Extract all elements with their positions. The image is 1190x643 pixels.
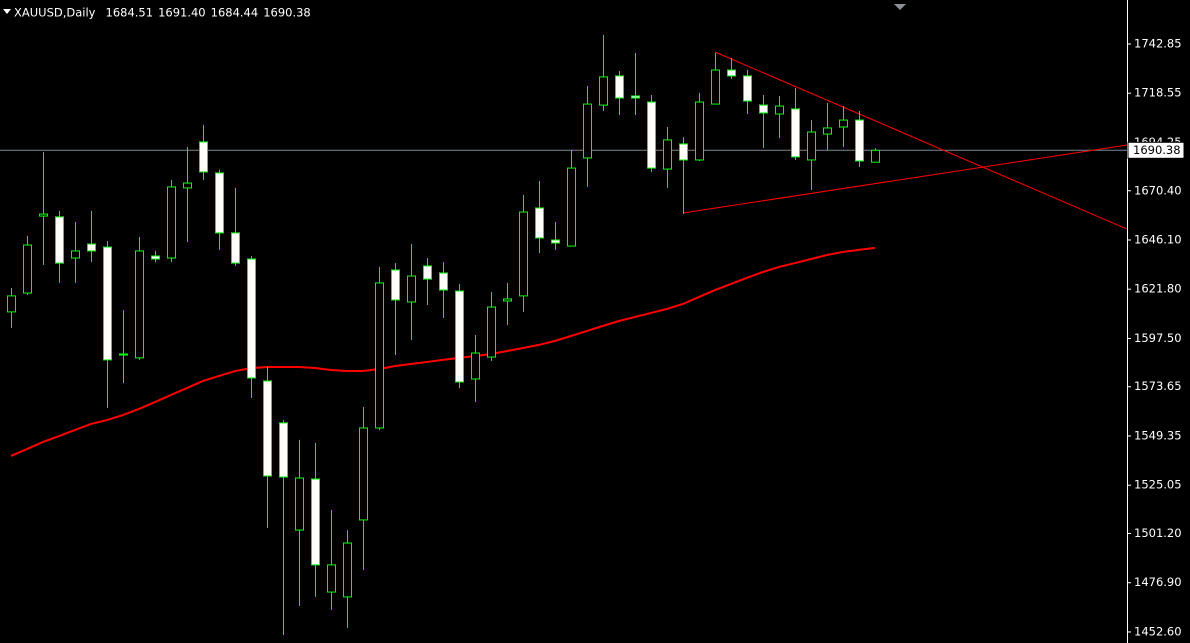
y-tick-label: 1549.35 [1134,428,1182,442]
candle-body [551,239,560,244]
ohlc-value: 1690.38 [263,6,311,20]
candle-body [823,127,832,135]
candle-body [695,101,704,161]
current-price-label: 1690.38 [1133,143,1181,157]
candle-body [343,542,352,598]
candle-body [135,250,144,359]
candle-body [55,216,64,264]
candle-body [215,172,224,234]
ohlc-value: 1691.40 [158,6,206,20]
plot-layer [7,34,1128,635]
current-price-box [1127,141,1185,159]
candle-body [839,119,848,128]
axis-layer: 1742.851718.551694.251670.401646.101621.… [1127,36,1185,638]
shift-marker[interactable] [894,4,906,10]
candle-body [407,275,416,303]
candle-body [455,290,464,383]
candle-body [679,143,688,161]
candle-body [103,246,112,361]
candle-body [247,258,256,379]
y-tick-label: 1573.65 [1134,379,1182,393]
candle-body [519,211,528,297]
candle-body [871,149,880,163]
candle-body [263,380,272,477]
candle-body [567,167,576,247]
candle-body [23,244,32,294]
candle-body [855,119,864,162]
moving-average [10,246,876,457]
candle-body [807,131,816,161]
header: XAUUSD,Daily 1684.51 1691.40 1684.44 1690.38 [14,6,311,20]
candle-body [423,265,432,280]
candle-body [87,243,96,252]
menu-arrow[interactable] [3,9,11,14]
y-tick-label: 1621.80 [1134,282,1182,296]
candle-body [279,422,288,478]
candle-body [439,272,448,291]
y-tick-label: 1476.90 [1134,575,1182,589]
candle-body [311,478,320,566]
y-tick-label: 1501.20 [1134,526,1182,540]
candle-body [295,477,304,531]
candle-body [631,95,640,99]
y-tick-label: 1646.10 [1134,232,1182,246]
candle-body [503,298,512,302]
candle-body [583,103,592,159]
ohlc-value: 1684.44 [211,6,259,20]
candle-body [119,353,128,356]
y-tick-label: 1742.85 [1134,36,1182,50]
candle-body [7,295,16,313]
y-tick-label: 1670.40 [1134,183,1182,197]
candle-body [71,250,80,259]
candle-body [199,141,208,173]
y-tick-label: 1525.05 [1134,478,1182,492]
candle-body [535,207,544,239]
y-tick-label: 1452.60 [1134,624,1182,638]
candle-body [615,75,624,99]
candle-body [359,427,368,521]
candle-body [663,139,672,170]
candle-body [759,104,768,114]
candle-body [151,255,160,260]
candle-body [231,232,240,264]
trendline [714,51,1128,230]
candle-body [471,352,480,380]
y-tick-label: 1718.55 [1134,86,1182,100]
candle-body [391,269,400,301]
candle-body [743,75,752,102]
candle-body [375,282,384,429]
ohlc-value: 1684.51 [106,6,154,20]
candle-body [327,564,336,593]
candle-body [487,306,496,358]
trendline [682,144,1128,214]
candle-body [167,186,176,259]
candle-body [711,69,720,105]
candle-body [791,108,800,158]
y-tick-label: 1597.50 [1134,331,1182,345]
candle-body [647,101,656,169]
candle-body [39,213,48,217]
candle-body [727,69,736,77]
candle-body [775,105,784,115]
candle-body [599,76,608,106]
chart-title: XAUUSD,Daily [14,6,96,20]
candle-body [183,182,192,189]
